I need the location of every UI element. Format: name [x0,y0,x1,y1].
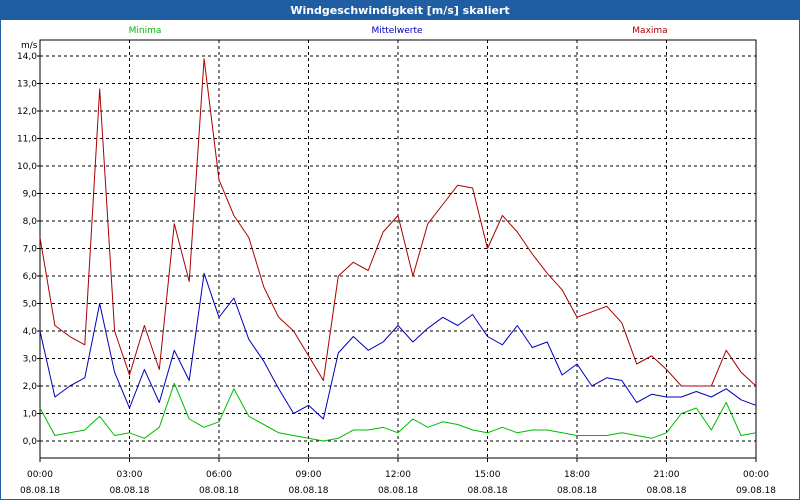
x-tick-time: 09:00 [296,470,322,480]
x-tick-date: 08.08.18 [557,486,597,496]
y-tick-label: 14,0 [17,52,37,62]
x-tick-time: 06:00 [206,470,232,480]
x-tick-time: 12:00 [385,470,411,480]
x-tick-time: 00:00 [743,470,769,480]
y-tick-label: 11,0 [17,135,37,145]
x-tick-time: 18:00 [564,470,590,480]
y-tick-label: 2,0 [23,382,38,392]
x-tick-date: 08.08.18 [288,486,328,496]
y-tick-label: 10,0 [17,162,37,172]
grid-lines [39,40,757,458]
series-line-max [39,58,757,387]
y-axis-ticks: 0,0 1,0 2,0 3,0 4,0 5,0 6,0 7,0 8,0 9,0 10,0 11,0 12… [17,41,40,447]
legend-max: Maxima [632,26,667,36]
y-tick-label: 1,0 [23,410,38,420]
y-tick-label: 4,0 [23,327,38,337]
legend: Minima Mittelwerte Maxima [129,26,668,36]
series-line-min [39,382,757,442]
chart-title: Windgeschwindigkeit [m/s] skaliert [0,0,800,20]
y-tick-label: 5,0 [23,300,38,310]
x-tick-date: 09.08.18 [736,486,776,496]
x-tick-date: 08.08.18 [378,486,418,496]
y-tick-label: 13,0 [17,80,37,90]
x-tick-date: 08.08.18 [467,486,507,496]
y-tick-label: 12,0 [17,107,37,117]
x-tick-date: 08.08.18 [199,486,239,496]
legend-min: Minima [129,26,162,36]
y-tick-label: 3,0 [23,355,38,365]
x-tick-time: 15:00 [475,470,501,480]
y-tick-label: 8,0 [23,217,38,227]
x-axis-ticks: 00:00 08.08.18 03:00 08.08.18 06:00 08.08.18 0… [20,458,776,496]
x-tick-date: 08.08.18 [646,486,686,496]
y-tick-label: 7,0 [23,245,38,255]
x-tick-date: 08.08.18 [109,486,149,496]
series-lines [39,58,757,442]
x-tick-date: 08.08.18 [20,486,60,496]
x-tick-time: 03:00 [117,470,143,480]
y-tick-label: 6,0 [23,272,38,282]
series-line-mean [39,272,757,420]
legend-mean: Mittelwerte [371,26,422,36]
y-axis-label: m/s [21,41,38,51]
x-tick-time: 00:00 [27,470,53,480]
y-tick-label: 9,0 [23,190,38,200]
y-tick-label: 0,0 [23,437,38,447]
x-tick-time: 21:00 [654,470,680,480]
